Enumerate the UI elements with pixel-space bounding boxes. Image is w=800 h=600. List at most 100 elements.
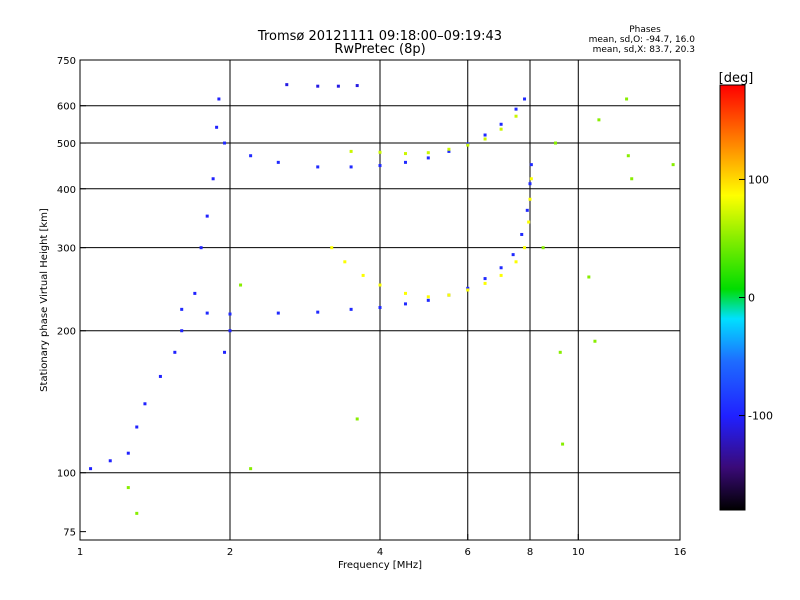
data-point xyxy=(466,286,470,290)
data-point xyxy=(211,177,215,181)
data-point xyxy=(483,133,487,137)
data-point xyxy=(205,311,209,315)
data-point xyxy=(626,154,630,158)
x-tick-label: 10 xyxy=(572,547,585,558)
data-point xyxy=(558,350,562,354)
data-point xyxy=(403,160,407,164)
data-point xyxy=(426,156,430,160)
data-point xyxy=(528,197,532,201)
data-point xyxy=(135,425,139,429)
data-point xyxy=(499,127,503,131)
data-point xyxy=(511,253,515,257)
grid-lines xyxy=(80,60,680,540)
phase-stats-x: mean, sd,X: 83.7, 20.3 xyxy=(593,45,695,55)
y-axis-ticks: 75 100 200 300 400 500 600 750 xyxy=(57,56,86,539)
data-point xyxy=(355,417,359,421)
data-point xyxy=(378,306,382,310)
phase-heading: Phases xyxy=(629,25,661,35)
data-point xyxy=(223,350,227,354)
chart-subtitle: RwPretec (8p) xyxy=(334,42,425,57)
data-point xyxy=(426,151,430,155)
data-point xyxy=(587,275,591,279)
y-axis-label: Stationary phase Virtual Height [km] xyxy=(39,208,50,392)
data-point xyxy=(403,291,407,295)
data-point xyxy=(499,122,503,126)
y-tick-label: 200 xyxy=(57,327,76,338)
data-point xyxy=(378,150,382,154)
data-point xyxy=(378,164,382,168)
data-point xyxy=(426,295,430,299)
x-tick-label: 16 xyxy=(674,547,687,558)
data-point xyxy=(625,97,629,101)
x-tick-label: 8 xyxy=(527,547,533,558)
y-tick-label: 750 xyxy=(57,56,76,67)
data-point xyxy=(126,451,130,455)
data-point xyxy=(447,147,451,151)
data-point xyxy=(276,160,280,164)
data-point xyxy=(483,277,487,281)
data-point xyxy=(228,312,232,316)
y-tick-label: 75 xyxy=(63,528,76,539)
data-point xyxy=(523,246,527,250)
data-point xyxy=(126,486,130,490)
x-axis-ticks: 1 2 4 6 8 10 16 xyxy=(77,534,687,558)
data-point xyxy=(466,288,470,292)
data-point xyxy=(403,302,407,306)
data-point xyxy=(378,283,382,287)
data-point xyxy=(158,374,162,378)
x-tick-label: 1 xyxy=(77,547,83,558)
x-tick-label: 6 xyxy=(465,547,471,558)
data-point xyxy=(316,310,320,314)
data-point xyxy=(483,281,487,285)
y-tick-label: 300 xyxy=(57,244,76,255)
colorbar-label: [deg] xyxy=(719,71,754,86)
data-point xyxy=(330,246,334,250)
colorbar-tick-label: 100 xyxy=(748,173,769,186)
x-axis-label: Frequency [MHz] xyxy=(338,560,422,571)
data-point xyxy=(403,152,407,156)
y-tick-label: 100 xyxy=(57,469,76,480)
data-point xyxy=(447,149,451,153)
data-point xyxy=(361,273,365,277)
data-point xyxy=(523,97,527,101)
data-point xyxy=(529,177,533,181)
data-point xyxy=(89,467,93,471)
colorbar-tick-label: 0 xyxy=(748,292,755,305)
data-points xyxy=(89,83,675,515)
data-point xyxy=(135,511,139,515)
data-point xyxy=(316,165,320,169)
phase-stats-o: mean, sd,O: -94.7, 16.0 xyxy=(589,35,696,45)
data-point xyxy=(349,165,353,169)
data-point xyxy=(249,467,253,471)
colorbar-tick-label: -100 xyxy=(748,410,773,423)
data-point xyxy=(527,220,531,224)
data-point xyxy=(180,329,184,333)
data-point xyxy=(249,154,253,158)
data-point xyxy=(528,182,532,186)
data-point xyxy=(593,339,597,343)
data-point xyxy=(336,84,340,88)
data-point xyxy=(239,283,243,287)
data-point xyxy=(553,141,557,145)
data-point xyxy=(228,329,232,333)
data-point xyxy=(143,402,147,406)
data-point xyxy=(285,83,289,87)
data-point xyxy=(499,273,503,277)
data-point xyxy=(499,266,503,270)
x-tick-label: 4 xyxy=(377,547,383,558)
data-point xyxy=(671,163,675,167)
data-point xyxy=(447,293,451,297)
x-tick-label: 2 xyxy=(227,547,233,558)
data-point xyxy=(193,291,197,295)
data-point xyxy=(597,118,601,122)
data-point xyxy=(349,149,353,153)
data-point xyxy=(529,163,533,167)
data-point xyxy=(514,114,518,118)
data-point xyxy=(199,246,203,250)
data-point xyxy=(514,260,518,264)
data-point xyxy=(355,84,359,88)
data-point xyxy=(180,307,184,311)
data-point xyxy=(520,232,524,236)
data-point xyxy=(223,141,227,145)
data-point xyxy=(426,298,430,302)
